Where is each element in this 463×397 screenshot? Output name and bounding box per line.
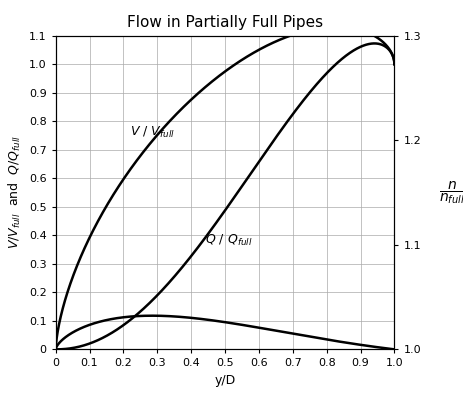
Text: $V\ /\ V_{full}$: $V\ /\ V_{full}$	[130, 125, 175, 140]
Y-axis label: $V/V_{full}$  and  $Q/Q_{full}$: $V/V_{full}$ and $Q/Q_{full}$	[7, 136, 23, 249]
Text: $Q\ /\ Q_{full}$: $Q\ /\ Q_{full}$	[204, 233, 251, 248]
Y-axis label: $\dfrac{n}{n_{full}}$: $\dfrac{n}{n_{full}}$	[438, 179, 463, 206]
X-axis label: y/D: y/D	[214, 374, 235, 387]
Title: Flow in Partially Full Pipes: Flow in Partially Full Pipes	[127, 15, 322, 31]
